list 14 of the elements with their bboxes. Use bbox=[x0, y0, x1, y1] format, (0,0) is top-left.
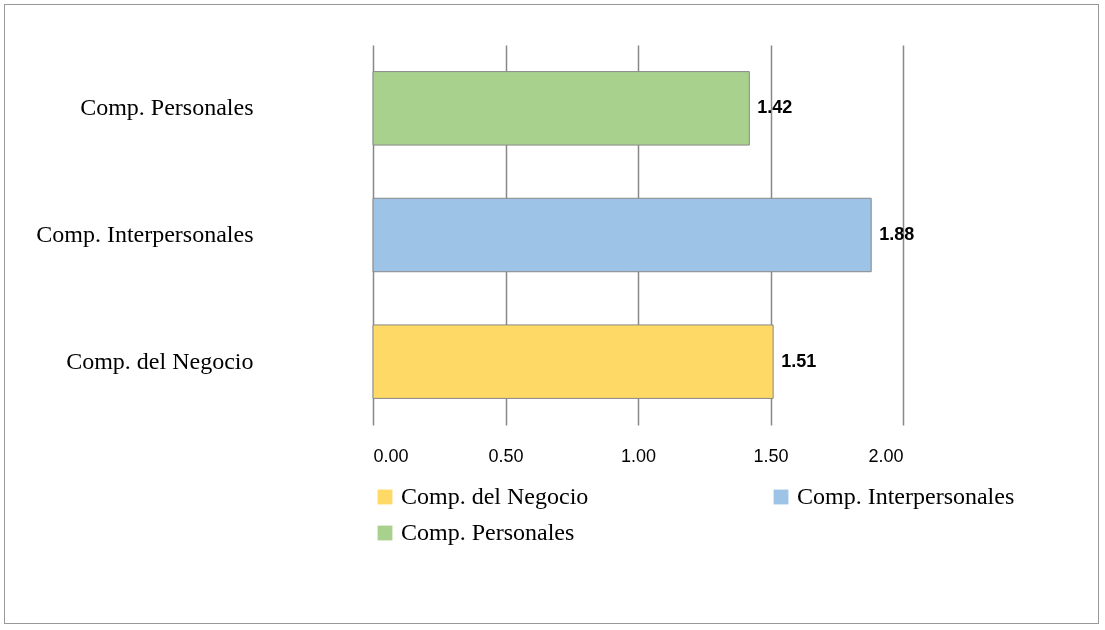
legend-label: Comp. Personales bbox=[401, 519, 575, 545]
legend-label: Comp. del Negocio bbox=[401, 483, 589, 509]
x-tick-label: 1.50 bbox=[753, 445, 789, 466]
y-tick-label: Comp. Interpersonales bbox=[36, 221, 254, 247]
y-tick-label: Comp. Personales bbox=[80, 94, 254, 121]
x-tick-label: 1.00 bbox=[620, 445, 657, 466]
data-label: 1.51 bbox=[781, 350, 817, 371]
legend-label: Comp. Interpersonales bbox=[797, 483, 1015, 509]
x-tick-label: 0.00 bbox=[373, 445, 409, 466]
data-label: 1.42 bbox=[757, 97, 793, 118]
x-tick-label: 2.00 bbox=[868, 445, 904, 466]
data-label: 1.88 bbox=[879, 224, 915, 244]
x-tick-label: 0.50 bbox=[488, 445, 524, 466]
y-tick-label: Comp. del Negocio bbox=[66, 347, 254, 374]
